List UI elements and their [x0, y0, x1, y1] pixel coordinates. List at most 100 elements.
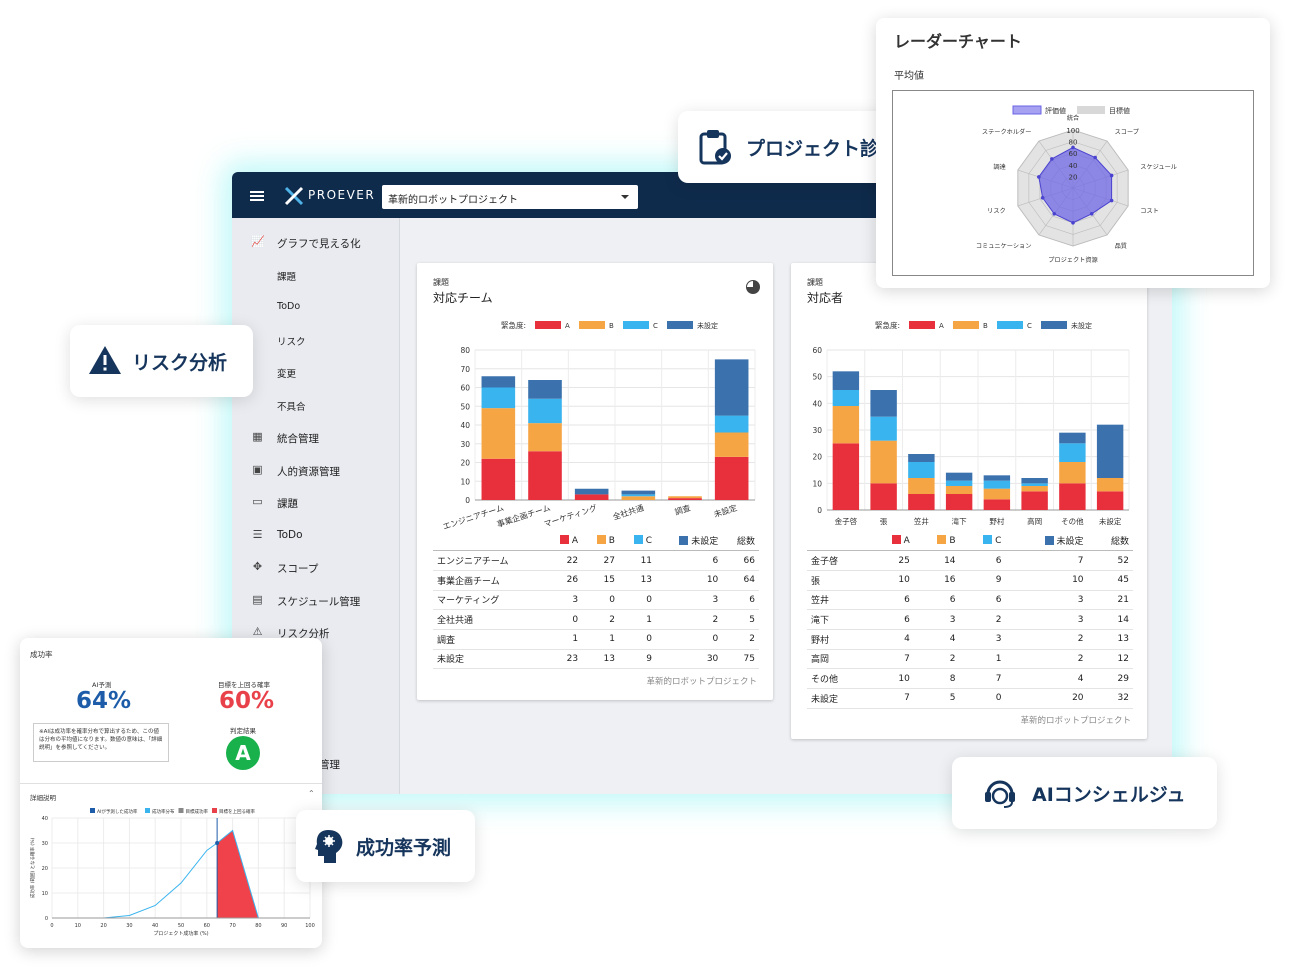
bar-segment[interactable] — [668, 496, 702, 499]
sidebar-item-7[interactable]: ▣ 人的資源管理 — [232, 458, 400, 482]
bar-segment[interactable] — [870, 483, 897, 510]
bar-segment[interactable] — [714, 456, 749, 500]
bar-segment[interactable] — [481, 458, 516, 500]
bar-segment[interactable] — [574, 494, 609, 500]
sidebar-item-10[interactable]: ✥ スコープ — [232, 555, 400, 579]
radar-point[interactable] — [1109, 198, 1114, 203]
bar-segment[interactable] — [832, 390, 860, 406]
bar-segment[interactable] — [1021, 491, 1048, 510]
legend-swatch[interactable] — [212, 808, 217, 813]
sidebar-item-11[interactable]: ▤ スケジュール管理 — [232, 588, 400, 612]
radar-point[interactable] — [1040, 196, 1045, 200]
bar-segment[interactable] — [908, 454, 935, 462]
radar-point[interactable] — [1093, 155, 1097, 160]
legend-swatch[interactable] — [178, 808, 184, 813]
sidebar-item-2[interactable]: ToDo — [232, 295, 400, 319]
bar-segment[interactable] — [983, 480, 1011, 489]
sidebar-item-3[interactable]: リスク — [232, 328, 400, 352]
bar-segment[interactable] — [1059, 443, 1086, 462]
bar-segment[interactable] — [1096, 491, 1124, 510]
legend-swatch[interactable] — [1012, 105, 1042, 115]
target-probability-value: 60% — [219, 688, 275, 714]
bar-segment[interactable] — [945, 480, 973, 486]
bar-segment[interactable] — [528, 398, 562, 424]
sidebar-item-6[interactable]: ▦ 統合管理 — [232, 425, 400, 449]
legend-swatch[interactable] — [997, 321, 1023, 329]
table-cell-total: 64 — [722, 570, 759, 591]
legend-swatch[interactable] — [623, 321, 649, 329]
sidebar-item-5[interactable]: 不具合 — [232, 393, 400, 417]
legend-swatch[interactable] — [909, 321, 935, 329]
bar-segment[interactable] — [945, 472, 973, 481]
bar-segment[interactable] — [870, 390, 897, 417]
bar-segment[interactable] — [832, 406, 860, 444]
radar-point[interactable] — [1071, 145, 1075, 150]
bar-segment[interactable] — [908, 462, 935, 478]
sidebar-item-1[interactable]: 課題 — [232, 263, 400, 287]
bar-segment[interactable] — [528, 451, 562, 500]
legend-swatch[interactable] — [1041, 321, 1067, 329]
legend-swatch[interactable] — [90, 808, 95, 813]
radar-point[interactable] — [1109, 173, 1114, 178]
radar-point[interactable] — [1037, 175, 1041, 179]
bar-segment[interactable] — [668, 498, 702, 500]
bar-segment[interactable] — [481, 387, 516, 409]
bar-segment[interactable] — [574, 488, 609, 495]
bar-segment[interactable] — [714, 415, 749, 433]
legend-swatch[interactable] — [667, 321, 693, 329]
radar-point[interactable] — [1089, 212, 1094, 216]
sidebar-item-9[interactable]: ☰ ToDo — [232, 523, 400, 547]
chevron-up-icon[interactable]: ⌃ — [308, 789, 315, 798]
bar-segment[interactable] — [945, 486, 973, 494]
bar-segment[interactable] — [714, 359, 749, 416]
pie-chart-icon[interactable] — [746, 280, 760, 294]
project-select[interactable]: 革新的ロボットプロジェクト — [382, 185, 638, 209]
bar-segment[interactable] — [983, 475, 1011, 481]
bar-segment[interactable] — [908, 494, 935, 510]
bar-segment[interactable] — [1021, 483, 1048, 486]
bar-segment[interactable] — [1059, 432, 1086, 444]
bar-segment[interactable] — [621, 496, 656, 500]
column-header: A — [545, 531, 583, 552]
bar-segment[interactable] — [1096, 424, 1124, 478]
legend-swatch[interactable] — [579, 321, 605, 329]
sidebar-item-8[interactable]: ▭ 課題 — [232, 490, 400, 514]
bar-segment[interactable] — [908, 478, 935, 494]
bar-segment[interactable] — [621, 494, 656, 497]
bar-segment[interactable] — [528, 423, 562, 452]
legend-swatch[interactable] — [145, 808, 150, 813]
header-blank — [433, 531, 546, 552]
bar-segment[interactable] — [1021, 478, 1048, 484]
bar-segment[interactable] — [528, 380, 562, 399]
bar-segment[interactable] — [832, 443, 860, 510]
radar-point[interactable] — [1052, 212, 1057, 216]
legend-swatch[interactable] — [1077, 106, 1105, 114]
legend-prefix: 緊急度: — [501, 320, 526, 330]
bar-segment[interactable] — [983, 488, 1011, 500]
prediction-point[interactable] — [215, 841, 220, 845]
bar-segment[interactable] — [870, 440, 897, 484]
menu-icon[interactable] — [250, 191, 264, 201]
sidebar-item-label: 不具合 — [277, 402, 306, 413]
radar-point[interactable] — [1071, 221, 1075, 225]
bar-segment[interactable] — [1021, 486, 1048, 492]
bar-segment[interactable] — [714, 432, 749, 457]
bar-segment[interactable] — [621, 490, 656, 495]
sidebar-item-0[interactable]: 📈 グラフで見える化 — [232, 230, 400, 254]
bar-segment[interactable] — [1059, 462, 1086, 484]
legend-swatch[interactable] — [535, 321, 561, 329]
bar-segment[interactable] — [832, 371, 860, 390]
bar-segment[interactable] — [1059, 483, 1086, 510]
bar-segment[interactable] — [870, 416, 897, 441]
table-row: 全社共通 0 2 1 2 5 — [433, 609, 759, 630]
legend-swatch[interactable] — [953, 321, 979, 329]
bar-segment[interactable] — [481, 408, 516, 459]
radar-point[interactable] — [1050, 157, 1054, 161]
bar-segment[interactable] — [983, 499, 1011, 510]
sidebar-item-4[interactable]: 変更 — [232, 360, 400, 384]
bar-segment[interactable] — [1096, 478, 1124, 492]
color-swatch — [937, 535, 947, 545]
sidebar-item-12[interactable]: ⚠ リスク分析 — [232, 620, 400, 644]
bar-segment[interactable] — [481, 376, 516, 388]
bar-segment[interactable] — [945, 494, 973, 510]
